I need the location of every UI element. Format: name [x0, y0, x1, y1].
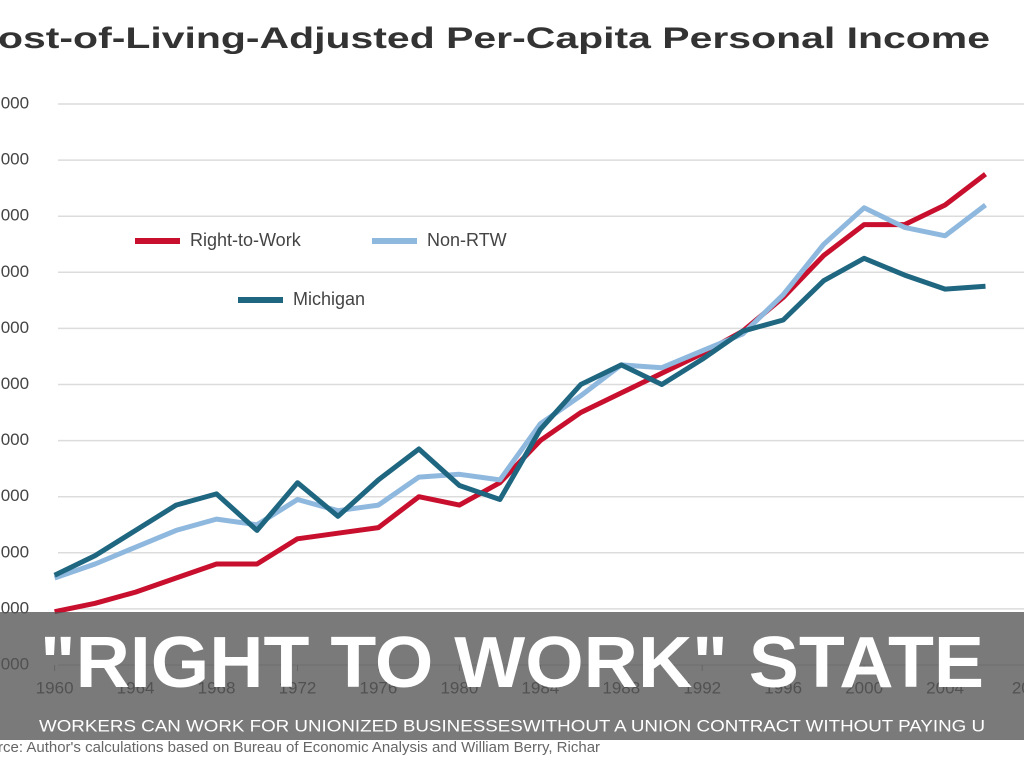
banner-heading: "RIGHT TO WORK" STATE — [40, 623, 984, 703]
source-note: rce: Author's calculations based on Bure… — [0, 739, 600, 756]
legend-label: Non-RTW — [427, 230, 507, 250]
series-line — [53, 203, 988, 581]
y-tick-label: ,000 — [0, 374, 29, 393]
y-tick-label: ,000 — [0, 150, 29, 169]
y-tick-label: ,000 — [0, 93, 29, 112]
series-line — [53, 255, 986, 578]
y-tick-label: ,000 — [0, 206, 29, 225]
banner-caption: WORKERS CAN WORK FOR UNIONIZED BUSINESSE… — [39, 716, 985, 735]
y-tick-label: ,000 — [0, 430, 29, 449]
y-tick-label: ,000 — [0, 262, 29, 281]
banner — [0, 612, 1024, 740]
chart-title: ost-of-Living-Adjusted Per-Capita Person… — [0, 22, 990, 55]
y-tick-label: ,000 — [0, 318, 29, 337]
legend-label: Michigan — [293, 289, 365, 309]
y-tick-label: ,000 — [0, 542, 29, 561]
legend-label: Right-to-Work — [190, 230, 302, 250]
y-tick-label: ,000 — [0, 486, 29, 505]
